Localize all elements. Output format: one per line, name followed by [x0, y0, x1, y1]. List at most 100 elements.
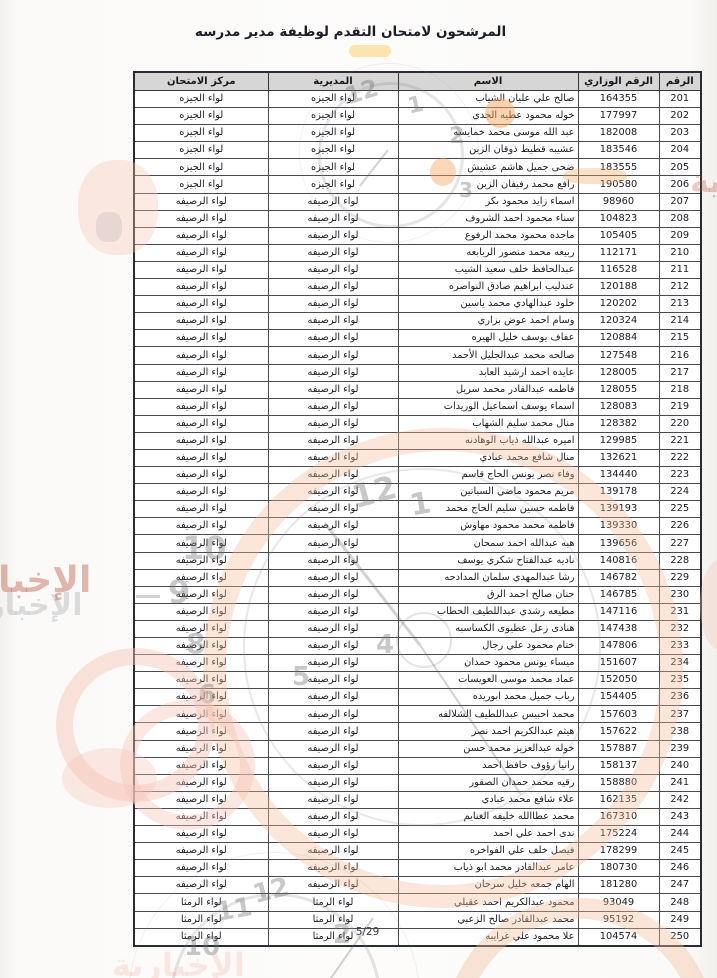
cell-directorate: لواء الجيزه: [267, 158, 399, 177]
table-row: 239 157887 خوله عبدالعزيز محمد حسن لواء …: [133, 739, 702, 758]
cell-name: وفاء نصر يونس الحاج قاسم: [397, 466, 579, 485]
cell-exam-center: لواء الرصيفه: [133, 602, 269, 621]
news-logo-text: الإخبارية: [0, 560, 92, 601]
table-row: 245 178299 فيصل خلف علي الفواخره لواء ال…: [133, 842, 702, 861]
cell-number: 204: [658, 141, 702, 160]
cell-exam-center: لواء الرصيفه: [133, 466, 269, 485]
table-row: 222 132621 منال شافع محمد عبادي لواء الر…: [133, 448, 702, 468]
cell-directorate: لواء الرصيفه: [267, 466, 399, 485]
pink-smudge: [700, 560, 717, 650]
cell-exam-center: لواء الرصيفه: [133, 329, 269, 348]
cell-exam-center: لواء الجيزه: [133, 141, 269, 160]
cell-name: رافع محمد رفيفان الزبن: [397, 175, 579, 194]
cell-name: عايده احمد ارشيد العابد: [397, 363, 579, 382]
cell-exam-center: لواء الجيزه: [133, 107, 269, 126]
cell-ministry-number: 180730: [577, 859, 660, 878]
cell-directorate: لواء الجيزه: [267, 124, 399, 143]
table-row: 235 152050 عماد محمد موسى العويسات لواء …: [133, 671, 702, 690]
table-row: 217 128005 عايده احمد ارشيد العابد لواء …: [133, 363, 702, 382]
cell-directorate: لواء الرصيفه: [267, 243, 399, 262]
table-row: 250 104574 علا محمود علي غرايبه لواء الر…: [133, 927, 702, 947]
cell-number: 220: [658, 414, 702, 433]
cell-name: وسام احمد عوض بزاري: [397, 312, 579, 331]
cell-ministry-number: 104574: [577, 927, 660, 947]
table-row: 213 120202 خلود عبدالهادي محمد ياسين لوا…: [133, 295, 702, 314]
candidates-table: الرقم الرقم الوزاري الاسم المديرية مركز …: [133, 71, 702, 947]
cell-directorate: لواء الرصيفه: [267, 397, 399, 416]
cell-ministry-number: 105405: [577, 226, 660, 245]
cell-ministry-number: 177997: [577, 107, 660, 126]
cell-name: اسماء يوسف اسماعيل الوريدات: [397, 397, 579, 416]
cell-directorate: لواء الرصيفه: [267, 209, 399, 228]
cell-exam-center: لواء الرصيفه: [133, 756, 269, 775]
cell-ministry-number: 146785: [577, 585, 660, 604]
cell-directorate: لواء الرصيفه: [267, 500, 399, 519]
cell-name: رانيا رؤوف حافظ احمد: [397, 756, 579, 775]
cell-ministry-number: 157622: [577, 722, 660, 741]
cell-name: علا محمود علي غرايبه: [397, 927, 579, 947]
cell-directorate: لواء الرمثا: [267, 927, 399, 947]
cell-ministry-number: 132621: [577, 448, 660, 468]
cell-exam-center: لواء الرصيفه: [133, 859, 269, 878]
cell-ministry-number: 164355: [577, 89, 660, 109]
cell-directorate: لواء الرصيفه: [267, 295, 399, 314]
cell-ministry-number: 162135: [577, 790, 660, 809]
table-row: 232 147438 هنادى زعل عطيوى الكساسبه لواء…: [133, 619, 702, 639]
cell-name: ندى احمد علي احمد: [397, 825, 579, 844]
cell-number: 208: [658, 209, 702, 228]
cell-number: 240: [658, 756, 702, 775]
cell-number: 237: [658, 705, 702, 724]
cell-directorate: لواء الرصيفه: [267, 602, 399, 621]
cell-exam-center: لواء الرمثا: [133, 893, 269, 912]
cell-number: 228: [658, 551, 702, 570]
cell-name: هيثم عبدالكريم احمد نصر: [397, 722, 579, 741]
cell-name: فاطمه محمد محمود مهاوش: [397, 517, 579, 536]
cell-exam-center: لواء الرصيفه: [133, 568, 269, 587]
cell-directorate: لواء الرصيفه: [267, 431, 399, 450]
cell-exam-center: لواء الرصيفه: [133, 705, 269, 724]
cell-directorate: لواء الرصيفه: [267, 312, 399, 331]
cell-ministry-number: 104823: [577, 209, 660, 228]
cell-number: 221: [658, 431, 702, 450]
cell-number: 215: [658, 329, 702, 348]
cell-exam-center: لواء الرصيفه: [133, 414, 269, 433]
cell-name: الهام جمعه خليل سرحان: [397, 876, 579, 895]
cell-exam-center: لواء الرصيفه: [133, 517, 269, 536]
cell-ministry-number: 158880: [577, 773, 660, 792]
cell-ministry-number: 120188: [577, 278, 660, 297]
header-name: الاسم: [397, 71, 579, 91]
table-row: 223 134440 وفاء نصر يونس الحاج قاسم لواء…: [133, 466, 702, 485]
cell-directorate: لواء الرصيفه: [267, 807, 399, 827]
cell-directorate: لواء الرصيفه: [267, 773, 399, 792]
cell-ministry-number: 178299: [577, 842, 660, 861]
cell-directorate: لواء الرصيفه: [267, 636, 399, 656]
cell-number: 225: [658, 500, 702, 519]
cell-ministry-number: 93049: [577, 893, 660, 912]
cell-name: عامر عبدالقادر محمد ابو ذياب: [397, 859, 579, 878]
cell-name: رشا عبدالمهدي سلمان المدادحه: [397, 568, 579, 587]
cell-ministry-number: 139178: [577, 483, 660, 502]
cell-exam-center: لواء الرصيفه: [133, 790, 269, 809]
cell-exam-center: لواء الرصيفه: [133, 397, 269, 416]
cell-exam-center: لواء الرصيفه: [133, 773, 269, 792]
cell-ministry-number: 120884: [577, 329, 660, 348]
cell-ministry-number: 134440: [577, 466, 660, 485]
table-row: 205 183555 ضحى جميل هاشم عشيش لواء الجيز…: [133, 158, 702, 177]
cell-directorate: لواء الرمثا: [267, 910, 399, 929]
cell-ministry-number: 152050: [577, 671, 660, 690]
table-row: 241 158880 رقيه محمد حمدان الصقور لواء ا…: [133, 773, 702, 792]
cell-directorate: لواء الرصيفه: [267, 483, 399, 502]
cell-ministry-number: 128005: [577, 363, 660, 382]
cell-number: 233: [658, 636, 702, 656]
cell-directorate: لواء الرصيفه: [267, 192, 399, 211]
table-row: 204 183546 عشيبه قطيط ذوقان الزبن لواء ا…: [133, 141, 702, 160]
cell-exam-center: لواء الرصيفه: [133, 431, 269, 450]
cell-exam-center: لواء الجيزه: [133, 89, 269, 109]
page-number: 5/29: [355, 926, 380, 938]
cell-ministry-number: 120324: [577, 312, 660, 331]
cell-number: 205: [658, 158, 702, 177]
cell-ministry-number: 157603: [577, 705, 660, 724]
cell-number: 245: [658, 842, 702, 861]
cell-exam-center: لواء الجيزه: [133, 175, 269, 194]
cell-exam-center: لواء الرصيفه: [133, 380, 269, 399]
